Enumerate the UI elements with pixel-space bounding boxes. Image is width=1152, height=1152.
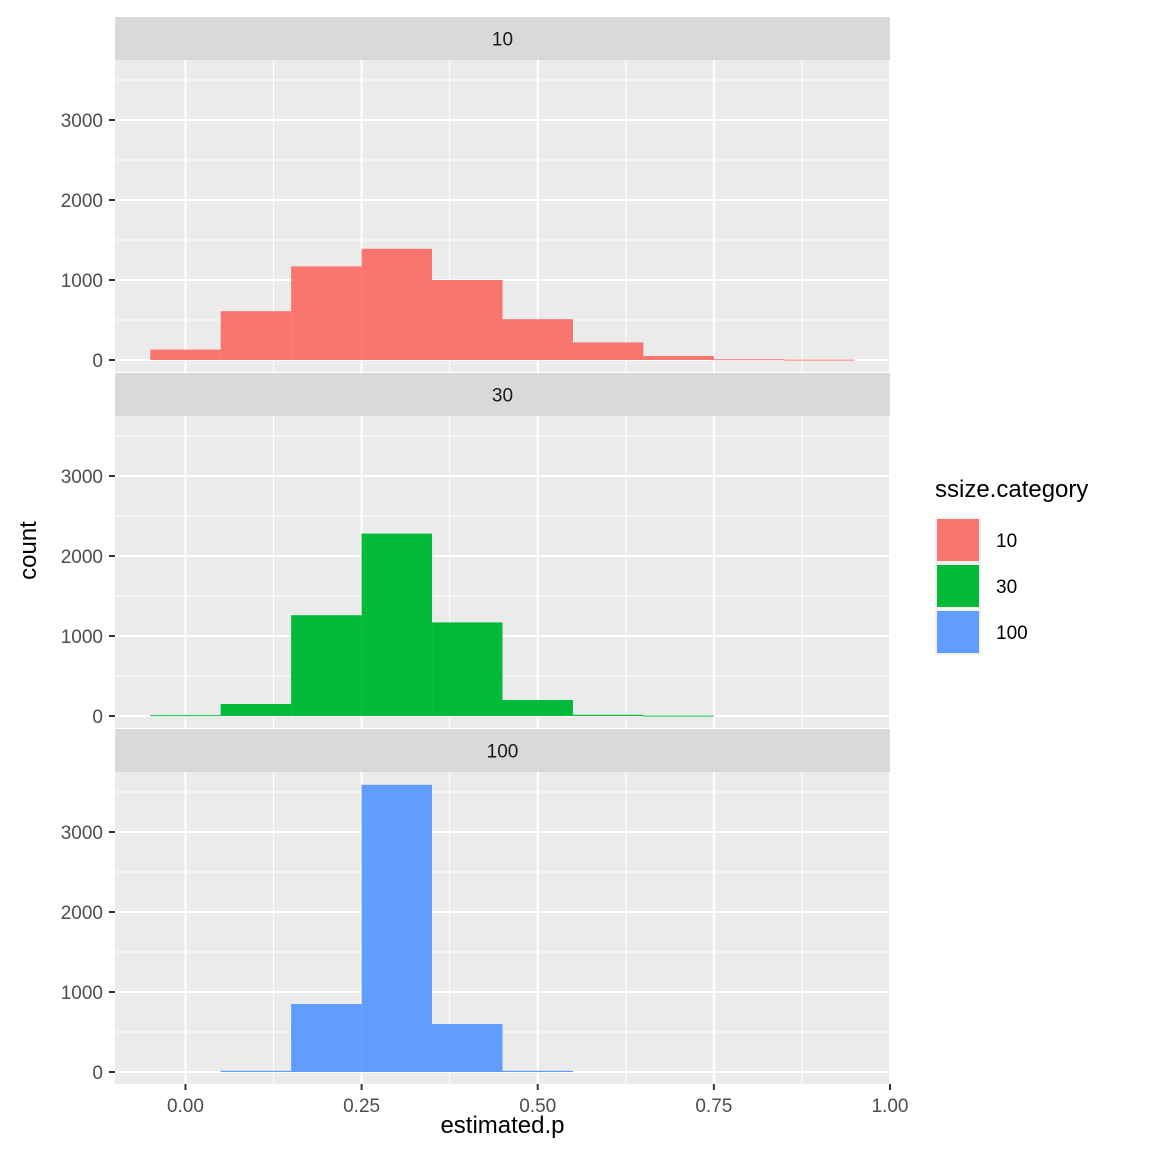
facet-panel-10: 10 0 1000 2000 3000 xyxy=(61,17,891,372)
x-tick-label: 0.75 xyxy=(695,1096,732,1117)
histogram-bar xyxy=(713,359,785,361)
y-tick-label: 2000 xyxy=(61,903,103,924)
y-tick-label: 1000 xyxy=(61,983,103,1004)
histogram-bar xyxy=(502,700,573,716)
histogram-bar xyxy=(643,715,714,717)
y-tick-label: 1000 xyxy=(61,627,103,648)
facet-strip-label: 100 xyxy=(487,742,519,763)
legend: ssize.category 10 30 100 xyxy=(935,476,1088,655)
histogram-bar xyxy=(291,266,362,360)
histogram-bar xyxy=(432,622,503,716)
x-tick-label: 1.00 xyxy=(872,1096,909,1117)
x-tick-label: 0.00 xyxy=(167,1096,204,1117)
facet-strip-label: 30 xyxy=(492,386,513,407)
histogram-bar xyxy=(150,349,221,360)
histogram-bar xyxy=(502,319,573,360)
y-tick-label: 3000 xyxy=(61,823,103,844)
facet-panels: 1001000200030003001000200030001000100020… xyxy=(61,17,891,1084)
histogram-bar xyxy=(220,311,292,360)
histogram-bar xyxy=(150,715,221,717)
y-tick-label: 3000 xyxy=(61,467,103,488)
legend-swatch-30 xyxy=(937,565,979,607)
histogram-bar xyxy=(432,1024,503,1072)
histogram-bar xyxy=(220,704,292,716)
histogram-bar xyxy=(291,1004,362,1072)
legend-swatch-10 xyxy=(937,519,979,561)
histogram-bar xyxy=(502,1070,573,1072)
y-tick-label: 1000 xyxy=(61,271,103,292)
y-tick-label: 0 xyxy=(92,707,103,728)
histogram-bar xyxy=(432,280,503,360)
facet-strip xyxy=(115,17,890,60)
legend-title: ssize.category xyxy=(935,476,1088,503)
y-tick-label: 3000 xyxy=(61,111,103,132)
histogram-bar xyxy=(361,784,433,1072)
facet-strip-label: 10 xyxy=(492,30,513,51)
histogram-bar xyxy=(643,356,714,360)
histogram-bar xyxy=(572,342,644,360)
legend-label: 10 xyxy=(996,531,1017,552)
facet-panel-30: 30 0 1000 2000 3000 xyxy=(61,373,891,728)
y-tick-label: 2000 xyxy=(61,547,103,568)
legend-label: 30 xyxy=(996,577,1017,598)
histogram-bar xyxy=(361,248,433,360)
facet-strip xyxy=(115,729,890,772)
histogram-bar xyxy=(784,359,855,361)
x-axis: 0.00 0.25 0.50 0.75 1.00 xyxy=(167,1084,909,1117)
y-tick-label: 0 xyxy=(92,1063,103,1084)
histogram-bar xyxy=(361,533,433,716)
y-tick-label: 2000 xyxy=(61,191,103,212)
histogram-bar xyxy=(220,1070,292,1072)
histogram-bar xyxy=(291,615,362,716)
x-axis-title: estimated.p xyxy=(440,1112,564,1139)
x-tick-label: 0.25 xyxy=(343,1096,380,1117)
facet-strip xyxy=(115,373,890,416)
histogram-bar xyxy=(572,714,644,716)
x-tick-label: 0.50 xyxy=(519,1096,556,1117)
legend-label: 100 xyxy=(996,623,1028,644)
y-axis-title: count xyxy=(15,521,42,580)
legend-swatch-100 xyxy=(937,611,979,653)
y-tick-label: 0 xyxy=(92,351,103,372)
